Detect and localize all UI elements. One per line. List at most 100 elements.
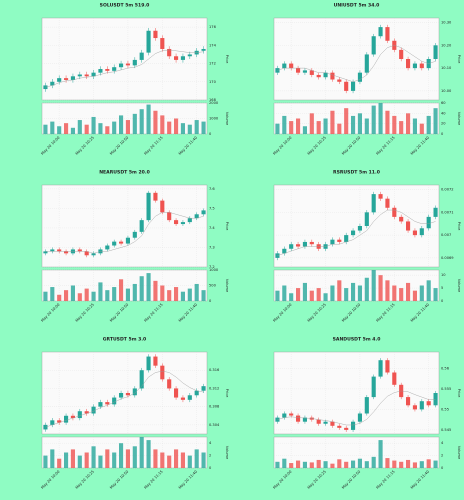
candle-body — [296, 415, 301, 422]
volume-bar — [412, 290, 417, 301]
candle-body — [371, 194, 376, 213]
candle-body — [139, 220, 144, 232]
volume-bar — [174, 118, 179, 134]
candle-body — [194, 214, 199, 219]
y-tick-label: 10.00 — [441, 89, 452, 93]
x-tick-label: May 20 10:25 — [307, 470, 327, 490]
candle-body — [153, 356, 158, 366]
candle-body — [50, 81, 55, 86]
volume-bar — [378, 275, 383, 301]
volume-bar — [371, 270, 376, 301]
volume-bar — [406, 113, 411, 134]
candle-body — [309, 70, 314, 75]
volume-tick-label: 0 — [209, 299, 212, 303]
volume-tick-label: 0 — [441, 299, 444, 303]
y-tick-label: 0.007 — [441, 233, 451, 237]
candle-body — [105, 69, 110, 71]
candle-body — [201, 48, 206, 51]
volume-bar — [180, 123, 185, 134]
volume-bar — [43, 291, 48, 301]
candle-body — [309, 417, 314, 420]
y-tick-label: 10.20 — [441, 43, 452, 47]
volume-bar — [91, 116, 96, 134]
candle-body — [289, 413, 294, 416]
candle-body — [357, 226, 362, 231]
candle-body — [174, 388, 179, 398]
candle-body — [330, 72, 335, 80]
y-tick-label: 0.545 — [441, 428, 451, 432]
volume-bar — [125, 288, 130, 301]
volume-tick-label: 0 — [441, 466, 444, 470]
x-tick-label: May 20 10:50 — [109, 469, 130, 490]
volume-bar — [357, 285, 362, 301]
candle-body — [344, 81, 349, 91]
y-tick-label: 7.6 — [209, 187, 215, 191]
candle-body — [296, 244, 301, 247]
volume-bar — [70, 127, 75, 134]
candle-body — [84, 411, 89, 414]
candle-body — [187, 218, 192, 223]
volume-tick-label: 1000 — [209, 117, 219, 121]
volume-bar — [364, 277, 369, 301]
candle-body — [337, 239, 342, 242]
volume-bar — [275, 123, 280, 134]
candle-body — [426, 401, 431, 406]
y-axis-label: Price — [457, 389, 461, 399]
volume-bar — [282, 115, 287, 134]
x-tick-label: May 20 11:15 — [375, 136, 395, 156]
volume-bar — [337, 123, 342, 134]
candle-body — [302, 70, 307, 73]
x-tick-label: May 20 11:40 — [410, 469, 431, 490]
volume-bar — [139, 109, 144, 134]
candle-body — [282, 248, 287, 254]
x-tick-label: May 20 11:40 — [178, 302, 199, 323]
volume-bar — [167, 121, 172, 134]
volume-bar — [84, 452, 89, 468]
volume-bar — [385, 110, 390, 134]
candle-body — [344, 427, 349, 430]
candle-body — [412, 63, 417, 69]
volume-bar — [378, 440, 383, 468]
volume-bar — [112, 452, 117, 468]
volume-bar — [139, 437, 144, 468]
volume-bar — [77, 455, 82, 468]
volume-bar — [275, 290, 280, 301]
x-tick-label: May 20 11:15 — [143, 136, 163, 156]
candle-body — [132, 388, 137, 396]
candle-body — [64, 415, 69, 423]
volume-bar — [70, 449, 75, 468]
volume-bar — [323, 461, 328, 468]
volume-bar — [302, 126, 307, 134]
y-tick-label: 7.4 — [209, 226, 215, 230]
x-tick-label: May 20 10:00 — [272, 135, 293, 156]
candle-body — [385, 27, 390, 41]
volume-tick-label: 0 — [209, 466, 212, 470]
volume-bar — [302, 461, 307, 468]
volume-bar — [201, 121, 206, 134]
candle-body — [433, 207, 438, 217]
x-tick-label: May 20 10:00 — [272, 302, 293, 323]
volume-bar — [50, 287, 55, 301]
candle-body — [323, 421, 328, 424]
candle-body — [316, 419, 321, 424]
candle-body — [174, 220, 179, 225]
volume-bar — [174, 287, 179, 301]
y-tick-label: 10.10 — [441, 66, 452, 70]
candle-body — [412, 230, 417, 236]
volume-bar — [70, 285, 75, 301]
moving-average — [45, 212, 204, 254]
candle-body — [419, 228, 424, 236]
y-tick-label: 0.304 — [209, 423, 220, 427]
candle-body — [302, 417, 307, 422]
plot-area — [41, 184, 208, 268]
candle-body — [43, 251, 48, 254]
volume-bar — [302, 282, 307, 301]
volume-bar — [337, 459, 342, 468]
candle-body — [112, 67, 117, 71]
candle-body — [275, 68, 280, 73]
candle-body — [412, 405, 417, 410]
volume-bar — [64, 123, 69, 134]
volume-tick-label: 5 — [441, 286, 443, 290]
volume-bar — [125, 120, 130, 134]
candle-body — [77, 411, 82, 419]
